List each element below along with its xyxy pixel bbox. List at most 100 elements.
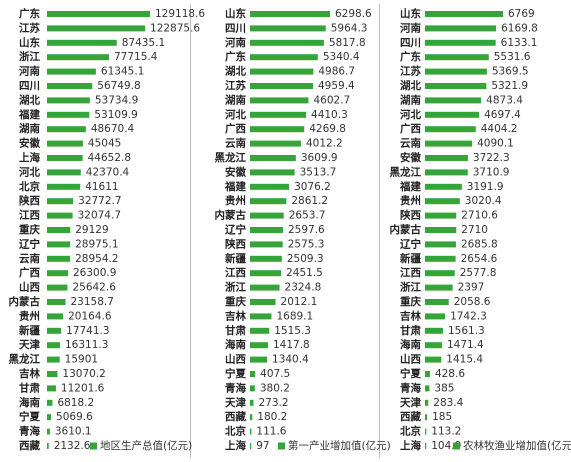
bar <box>47 11 150 17</box>
value-label: 2132.6 <box>54 440 91 452</box>
value-label: 3609.9 <box>301 152 338 164</box>
value-label: 4012.2 <box>306 138 343 150</box>
value-label: 5069.6 <box>56 411 93 423</box>
bar <box>250 126 305 133</box>
bar <box>425 255 456 262</box>
value-label: 129118.6 <box>155 8 205 20</box>
value-label: 2324.8 <box>285 282 322 294</box>
category-label: 江西 <box>400 266 421 279</box>
category-label: 福建 <box>18 108 40 121</box>
category-label: 四川 <box>225 22 246 34</box>
value-label: 56749.8 <box>97 80 140 92</box>
bar <box>250 68 314 75</box>
value-label: 4410.3 <box>311 109 348 121</box>
value-label: 5369.5 <box>492 66 529 78</box>
value-label: 2509.3 <box>287 253 324 265</box>
value-label: 122875.6 <box>150 22 200 34</box>
category-label: 辽宁 <box>225 223 246 236</box>
legend-label: 地区生产总值(亿元) <box>100 439 192 452</box>
bar <box>425 414 428 421</box>
category-label: 江苏 <box>400 65 421 78</box>
category-label: 吉林 <box>19 367 40 380</box>
category-label: 山东 <box>400 7 421 20</box>
bar <box>47 25 146 32</box>
category-label: 云南 <box>400 137 421 150</box>
bar <box>250 39 324 46</box>
value-label: 1515.3 <box>274 325 311 337</box>
category-label: 河北 <box>225 108 246 121</box>
value-label: 61345.1 <box>101 66 144 78</box>
value-label: 4873.4 <box>486 94 523 106</box>
bar <box>250 241 283 248</box>
value-label: 2653.7 <box>289 210 326 222</box>
value-label: 3076.2 <box>294 181 331 193</box>
category-label: 宁夏 <box>19 410 40 423</box>
category-label: 江苏 <box>225 79 246 92</box>
category-label: 新疆 <box>400 252 421 265</box>
bar <box>47 111 90 118</box>
bar <box>425 227 457 233</box>
category-label: 吉林 <box>400 309 421 322</box>
bar <box>425 54 489 61</box>
category-label: 山西 <box>225 353 246 366</box>
bar <box>425 284 453 291</box>
bar <box>47 198 74 205</box>
category-label: 广西 <box>400 122 421 135</box>
bar <box>47 385 56 392</box>
bar <box>250 140 301 147</box>
category-label: 云南 <box>19 252 40 265</box>
bar <box>47 270 68 277</box>
bar <box>250 255 282 262</box>
value-label: 4404.2 <box>481 123 518 135</box>
bar <box>425 169 468 176</box>
category-label: 河南 <box>400 21 421 34</box>
value-label: 3191.9 <box>467 181 504 193</box>
value-label: 407.5 <box>260 368 290 380</box>
bar <box>250 270 282 277</box>
value-label: 3513.7 <box>300 166 337 178</box>
bar <box>250 342 269 349</box>
value-label: 4090.1 <box>477 138 514 150</box>
category-label: 山东 <box>19 36 40 49</box>
value-label: 32074.7 <box>78 210 121 222</box>
value-label: 17741.3 <box>66 325 109 337</box>
bar <box>47 399 53 406</box>
bar <box>47 443 49 449</box>
category-label: 安徽 <box>225 165 246 178</box>
category-label: 湖北 <box>19 93 40 106</box>
value-label: 20164.6 <box>68 310 112 322</box>
value-label: 1417.8 <box>273 339 310 351</box>
value-label: 2397 <box>458 282 485 294</box>
bar <box>250 169 295 176</box>
value-label: 3710.9 <box>473 166 510 178</box>
category-label: 北京 <box>225 425 246 438</box>
bar <box>250 212 284 219</box>
category-label: 黑龙江 <box>390 165 422 178</box>
legend-swatch <box>278 442 285 450</box>
value-label: 53734.9 <box>95 94 138 106</box>
bar <box>250 299 276 305</box>
category-label: 江苏 <box>19 21 40 34</box>
category-label: 内蒙古 <box>9 295 41 308</box>
value-label: 6769 <box>508 8 535 20</box>
category-label: 辽宁 <box>400 237 421 250</box>
category-label: 河南 <box>19 65 40 78</box>
value-label: 5964.3 <box>331 22 368 34</box>
bar <box>425 356 442 363</box>
bar <box>47 183 81 190</box>
category-label: 上海 <box>19 151 40 164</box>
bar <box>47 414 52 421</box>
bar <box>47 83 93 89</box>
value-label: 4697.4 <box>484 109 521 121</box>
value-label: 3610.1 <box>55 426 92 438</box>
value-label: 185 <box>432 411 452 423</box>
category-label: 广西 <box>19 266 40 279</box>
category-label: 海南 <box>225 338 246 351</box>
bar <box>47 54 109 61</box>
bar <box>250 356 268 363</box>
bar <box>425 428 427 435</box>
value-label: 4986.7 <box>318 66 355 78</box>
category-label: 四川 <box>400 37 421 49</box>
bar <box>425 270 455 277</box>
category-label: 广西 <box>225 122 246 135</box>
